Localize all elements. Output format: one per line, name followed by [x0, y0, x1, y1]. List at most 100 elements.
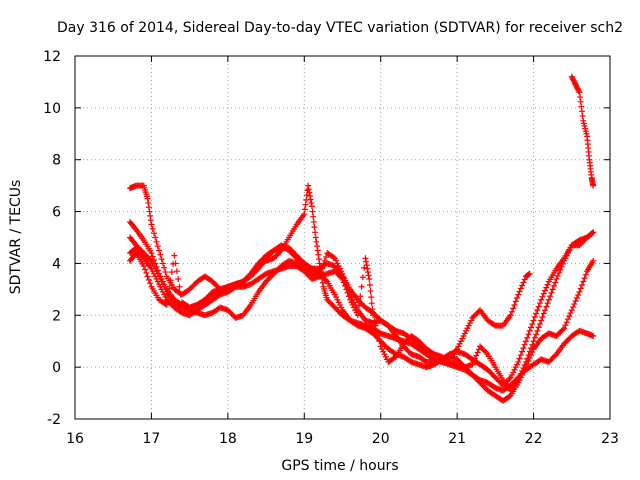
x-axis-label: GPS time / hours: [281, 458, 398, 474]
y-tick-label: 2: [52, 308, 61, 324]
data-point-marker: [149, 253, 156, 260]
data-point-marker: [511, 301, 518, 308]
data-point-marker: [539, 314, 546, 321]
data-point-marker: [536, 300, 543, 307]
x-tick-label: 21: [448, 431, 466, 447]
data-point-marker: [572, 298, 579, 305]
data-point-marker: [530, 317, 537, 324]
data-point-marker: [566, 313, 573, 320]
data-point-marker: [362, 255, 369, 262]
data-point-marker: [577, 285, 584, 292]
data-point-marker: [524, 355, 531, 362]
data-point-marker: [167, 277, 174, 284]
data-point-marker: [144, 273, 151, 280]
data-point-marker: [391, 354, 398, 361]
data-point-marker: [535, 324, 542, 331]
data-point-marker: [310, 213, 317, 220]
data-point-marker: [375, 333, 382, 340]
x-tick-label: 16: [66, 431, 84, 447]
data-point-marker: [143, 269, 150, 276]
data-point-marker: [149, 225, 156, 232]
x-tick-label: 19: [295, 431, 313, 447]
data-point-marker: [529, 320, 536, 327]
data-point-marker: [473, 352, 480, 359]
data-point-marker: [568, 307, 575, 314]
data-point-marker: [316, 260, 323, 267]
data-point-marker: [156, 247, 163, 254]
data-point-marker: [147, 212, 154, 219]
data-point-marker: [528, 324, 535, 331]
data-point-marker: [150, 230, 157, 237]
data-point-marker: [542, 287, 549, 294]
data-point-marker: [538, 317, 545, 324]
data-point-marker: [533, 331, 540, 338]
data-point-marker: [545, 296, 552, 303]
data-point-marker: [145, 204, 152, 211]
data-point-marker: [573, 295, 580, 301]
data-point-marker: [342, 282, 349, 289]
data-point-marker: [554, 272, 561, 279]
data-point-marker: [358, 283, 365, 290]
data-point-marker: [312, 229, 319, 236]
data-point-marker: [543, 303, 550, 310]
data-point-marker: [356, 302, 363, 309]
data-point-marker: [590, 229, 597, 236]
data-point-marker: [366, 282, 373, 289]
data-point-marker: [576, 89, 583, 96]
data-point-marker: [561, 325, 568, 332]
data-point-marker: [538, 296, 545, 303]
data-point-marker: [157, 251, 164, 258]
data-point-marker: [147, 217, 154, 224]
data-point-marker: [365, 272, 372, 279]
data-point-marker: [578, 103, 585, 110]
data-point-marker: [142, 266, 149, 273]
data-point-marker: [512, 298, 519, 305]
y-tick-label: 10: [43, 101, 61, 117]
data-point-marker: [173, 268, 180, 275]
data-point-marker: [144, 195, 151, 202]
data-point-marker: [314, 243, 321, 250]
data-point-marker: [521, 276, 528, 283]
data-point-marker: [148, 221, 155, 228]
data-point-marker: [172, 260, 179, 267]
y-tick-label: 0: [52, 360, 61, 376]
data-point-marker: [308, 199, 315, 206]
data-point-marker: [558, 263, 565, 270]
data-point-marker: [302, 201, 309, 208]
data-point-marker: [483, 349, 490, 356]
data-point-marker: [540, 310, 547, 317]
axis-ticks: [74, 55, 611, 420]
y-tick-label: 12: [43, 49, 61, 65]
data-point-marker: [152, 234, 159, 241]
data-point-marker: [145, 276, 152, 283]
data-point-marker: [528, 345, 535, 352]
data-point-marker: [522, 358, 529, 365]
data-point-marker: [177, 291, 184, 298]
data-point-marker: [571, 301, 578, 308]
x-tick-label: 18: [219, 431, 237, 447]
data-point-marker: [308, 203, 315, 210]
plot-frame: [74, 55, 611, 420]
data-point-marker: [549, 286, 556, 293]
data-point-marker: [539, 293, 546, 300]
data-point-marker: [510, 305, 517, 312]
x-tick-label: 17: [143, 431, 161, 447]
data-point-marker: [589, 230, 596, 237]
data-point-marker: [531, 314, 538, 321]
data-point-marker: [471, 355, 478, 362]
data-point-marker: [366, 275, 373, 282]
data-point-marker: [544, 300, 551, 307]
data-point-marker: [363, 258, 370, 265]
data-point-marker: [153, 238, 160, 245]
data-point-marker: [154, 243, 161, 250]
x-tick-labels: 16 17 18 19 20 21 22 23: [66, 431, 619, 447]
y-axis-label: SDTVAR / TECUs: [8, 180, 24, 295]
data-point-marker: [578, 108, 585, 115]
data-point-marker: [576, 288, 583, 295]
data-point-marker: [520, 279, 527, 286]
data-point-marker: [506, 393, 513, 400]
data-point-marker: [557, 266, 564, 273]
y-tick-label: -2: [47, 412, 61, 428]
data-point-marker: [330, 254, 337, 261]
